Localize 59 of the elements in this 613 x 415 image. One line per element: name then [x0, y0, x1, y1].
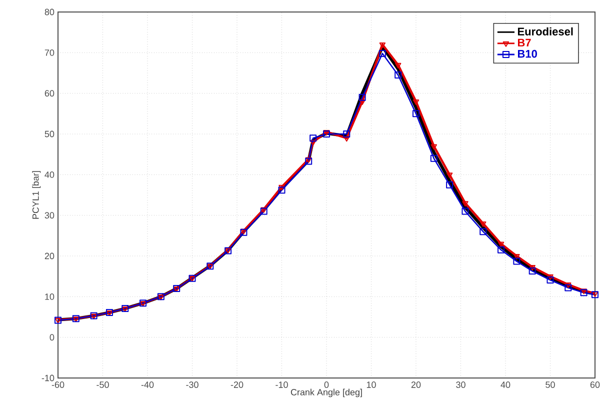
point	[412, 99, 420, 105]
point	[344, 136, 350, 142]
x-axis-title: Crank Angle [deg]	[290, 388, 362, 398]
point	[310, 140, 316, 146]
point	[462, 201, 468, 207]
y-tick-label: 60	[44, 90, 54, 97]
point	[480, 221, 486, 227]
y-tick-label: 70	[44, 49, 54, 56]
point	[278, 186, 286, 194]
legend-label: B7	[518, 38, 531, 46]
y-tick-label: 0	[50, 334, 54, 341]
x-tick-label: 10	[366, 382, 376, 388]
y-axis-title: PCYL1 [bar]	[32, 171, 41, 219]
point	[564, 284, 572, 292]
x-tick-label: -40	[141, 382, 154, 388]
point	[514, 254, 520, 260]
point	[547, 274, 554, 280]
point	[528, 268, 536, 275]
x-tick-label: -20	[230, 382, 244, 388]
point	[462, 208, 469, 215]
x-tick-label: -60	[52, 382, 64, 388]
point	[430, 154, 438, 162]
point	[378, 50, 386, 57]
point	[480, 228, 487, 236]
point	[358, 94, 366, 101]
point	[446, 181, 454, 188]
point	[513, 258, 520, 265]
x-tick-label: 30	[456, 382, 466, 388]
point	[430, 144, 437, 150]
point	[310, 134, 317, 142]
x-tick-label: 20	[411, 382, 421, 388]
y-tick-label: 40	[44, 171, 54, 178]
x-tick-label: 40	[500, 382, 510, 388]
y-tick-label: -10	[42, 374, 54, 382]
point	[529, 264, 536, 270]
point	[359, 99, 366, 105]
point	[278, 184, 285, 190]
point	[394, 72, 402, 79]
x-tick-label: -50	[96, 382, 109, 388]
x-tick-label: -30	[186, 382, 198, 388]
point	[412, 110, 420, 118]
point	[546, 276, 554, 284]
y-tick-label: 10	[45, 293, 54, 300]
legend-label: Eurodiesel	[518, 27, 573, 36]
x-tick-label: -10	[276, 382, 288, 388]
y-tick-label: 80	[44, 8, 54, 16]
point	[498, 242, 504, 248]
point	[498, 246, 505, 254]
x-tick-label: 0	[324, 382, 329, 388]
y-tick-label: 20	[44, 252, 54, 260]
point	[343, 130, 350, 138]
x-tick-label: 50	[546, 382, 555, 388]
legend-label: B10	[518, 50, 537, 58]
point	[446, 172, 453, 178]
x-tick-label: 60	[590, 382, 600, 388]
point	[379, 42, 386, 48]
y-tick-label: 50	[44, 130, 54, 138]
y-tick-label: 30	[44, 212, 54, 219]
point	[395, 62, 402, 68]
